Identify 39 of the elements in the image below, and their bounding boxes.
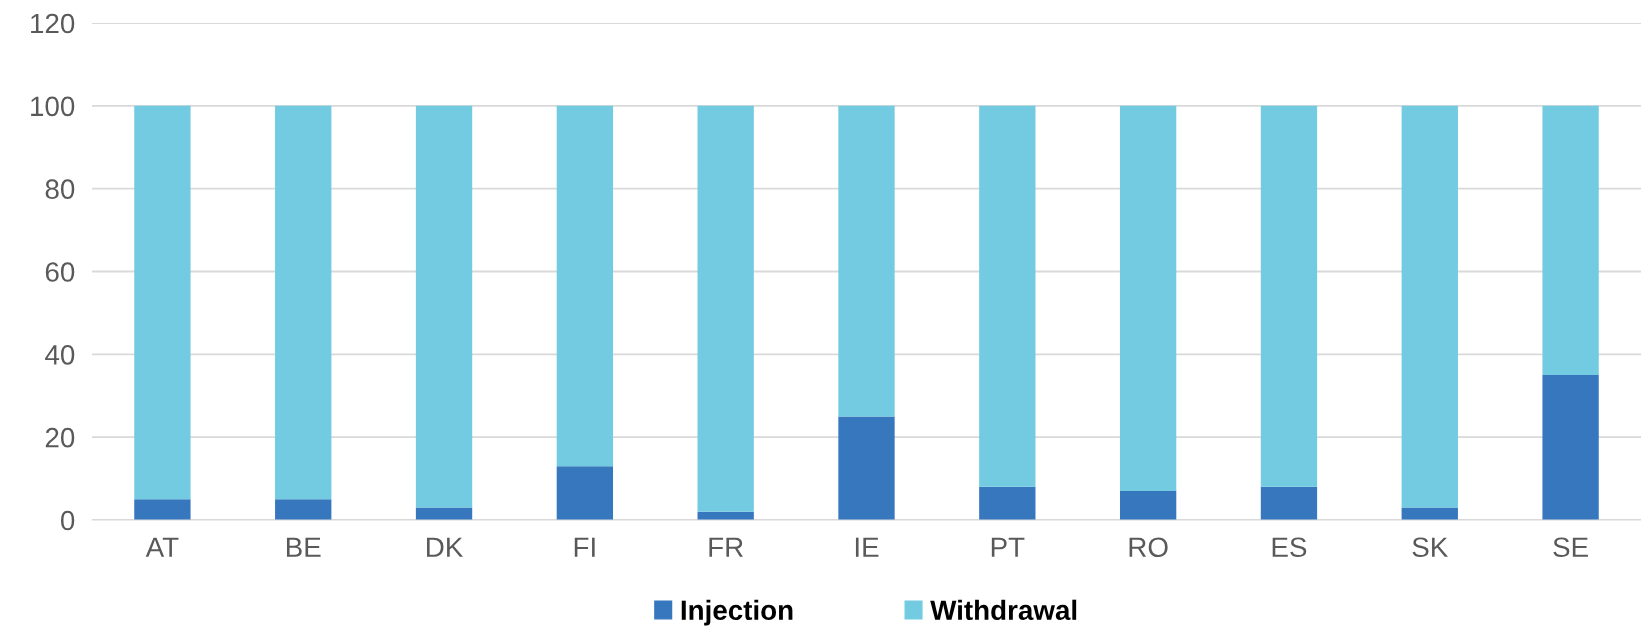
y-tick-label: 80 — [45, 179, 75, 200]
bar — [134, 105, 191, 500]
y-tick-label: 120 — [31, 13, 75, 34]
bar — [415, 105, 473, 508]
legend-label: Withdrawal — [930, 599, 1077, 621]
legend-label: Injection — [681, 599, 793, 626]
y-tick-label: 40 — [45, 345, 75, 365]
bar — [838, 105, 895, 417]
bar — [979, 105, 1036, 487]
x-tick-label: SE — [1553, 537, 1588, 558]
bar — [838, 416, 895, 520]
bar — [1119, 105, 1177, 492]
bar — [1260, 486, 1318, 520]
bar — [1401, 105, 1458, 508]
x-tick-label: SK — [1412, 537, 1448, 558]
bar — [697, 105, 754, 512]
bar — [1542, 105, 1599, 376]
bar — [556, 105, 614, 467]
bar — [1260, 105, 1318, 487]
bar — [556, 466, 614, 520]
x-tick-label: IE — [855, 537, 879, 557]
y-tick-label: 20 — [45, 427, 75, 448]
x-tick-label: FI — [574, 537, 595, 557]
bar — [1119, 491, 1177, 520]
x-tick-label: ES — [1272, 537, 1307, 558]
y-tick-label: 0 — [60, 510, 75, 531]
x-tick-label: RO — [1129, 537, 1168, 558]
x-tick-label: BE — [286, 537, 321, 557]
bar — [134, 499, 191, 520]
y-tick-label: 60 — [45, 262, 75, 282]
x-tick-label: AT — [145, 537, 179, 557]
x-tick-label: PT — [991, 537, 1025, 557]
bar — [979, 486, 1036, 520]
x-tick-label: FR — [709, 537, 743, 557]
x-tick-label: DK — [427, 537, 464, 557]
bar — [275, 105, 332, 500]
bar — [1542, 375, 1599, 520]
y-tick-label: 100 — [31, 96, 75, 117]
bar — [275, 499, 332, 520]
